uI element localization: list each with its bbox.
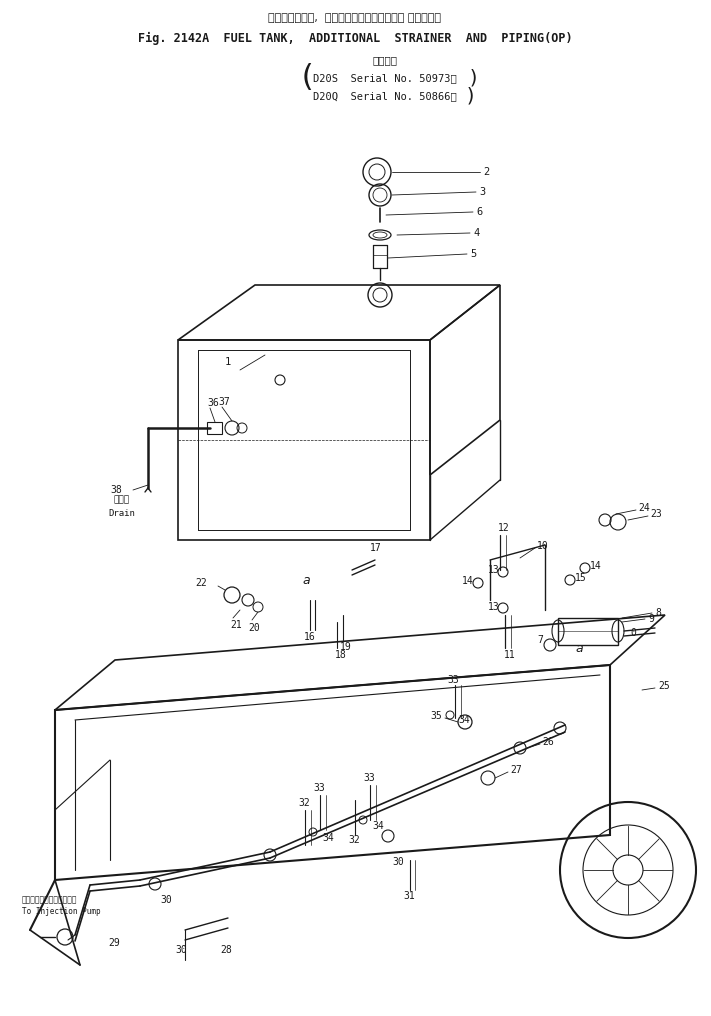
Text: 13: 13 (488, 565, 500, 575)
Text: 0: 0 (630, 628, 636, 638)
Text: 18: 18 (335, 650, 347, 660)
Text: 8: 8 (655, 608, 661, 618)
Text: 23: 23 (650, 509, 662, 519)
Text: To Injection Pump: To Injection Pump (22, 907, 101, 916)
Text: インジェクションポンプへ: インジェクションポンプへ (22, 895, 77, 904)
Text: 15: 15 (575, 573, 587, 583)
Text: 37: 37 (218, 397, 230, 407)
Text: 33: 33 (313, 783, 325, 793)
Text: 32: 32 (298, 798, 310, 808)
Text: ): ) (468, 68, 480, 87)
Text: 28: 28 (220, 945, 232, 955)
Text: 31: 31 (403, 891, 415, 901)
Text: 20: 20 (248, 623, 260, 633)
Text: 30: 30 (392, 858, 404, 867)
Text: 7: 7 (537, 635, 543, 645)
Text: D20S  Serial No. 50973～: D20S Serial No. 50973～ (313, 73, 457, 83)
Text: 11: 11 (504, 650, 515, 660)
Text: フゥエルタンク,  増　設　ストレーナおよび パイピング: フゥエルタンク, 増 設 ストレーナおよび パイピング (269, 13, 442, 23)
Text: 27: 27 (510, 765, 522, 775)
Text: 6: 6 (476, 207, 482, 217)
Text: a: a (302, 573, 309, 586)
Text: 4: 4 (473, 228, 479, 238)
Text: 21: 21 (230, 620, 242, 630)
Text: Fig. 2142A  FUEL TANK,  ADDITIONAL  STRAINER  AND  PIPING(OP): Fig. 2142A FUEL TANK, ADDITIONAL STRAINE… (138, 31, 572, 45)
Text: 3: 3 (479, 187, 485, 197)
Text: Drain: Drain (109, 508, 135, 517)
Text: 12: 12 (498, 523, 510, 533)
Text: 29: 29 (108, 938, 119, 948)
Text: 5: 5 (470, 249, 476, 259)
Text: 34: 34 (372, 821, 384, 831)
Text: 13: 13 (488, 602, 500, 612)
Text: 16: 16 (304, 632, 316, 642)
Text: D20Q  Serial No. 50866～: D20Q Serial No. 50866～ (313, 91, 457, 101)
Text: 9: 9 (648, 614, 654, 624)
Text: 17: 17 (370, 543, 382, 553)
Text: 33: 33 (447, 675, 459, 685)
Text: 1: 1 (225, 357, 231, 367)
Text: 19: 19 (340, 642, 352, 652)
Text: 38: 38 (110, 485, 122, 495)
Text: a: a (575, 641, 582, 654)
Text: 32: 32 (348, 835, 360, 845)
Text: 30: 30 (175, 945, 187, 955)
Text: 22: 22 (195, 578, 207, 588)
Text: 34: 34 (322, 833, 333, 843)
Text: 26: 26 (542, 737, 554, 747)
Text: 30: 30 (160, 895, 172, 905)
Text: 適用号機: 適用号機 (373, 55, 397, 65)
Text: 35: 35 (430, 711, 442, 721)
Text: 33: 33 (363, 773, 375, 783)
Text: 14: 14 (462, 576, 474, 586)
Text: 36: 36 (207, 398, 219, 408)
Text: 25: 25 (658, 681, 670, 691)
Text: ): ) (465, 86, 477, 106)
Text: 34: 34 (458, 715, 470, 725)
Text: 10: 10 (537, 541, 549, 551)
Text: ドレン: ドレン (114, 496, 130, 505)
Text: 14: 14 (590, 561, 602, 571)
Text: (: ( (298, 63, 316, 92)
Text: 24: 24 (638, 503, 650, 513)
Text: 2: 2 (483, 167, 489, 177)
